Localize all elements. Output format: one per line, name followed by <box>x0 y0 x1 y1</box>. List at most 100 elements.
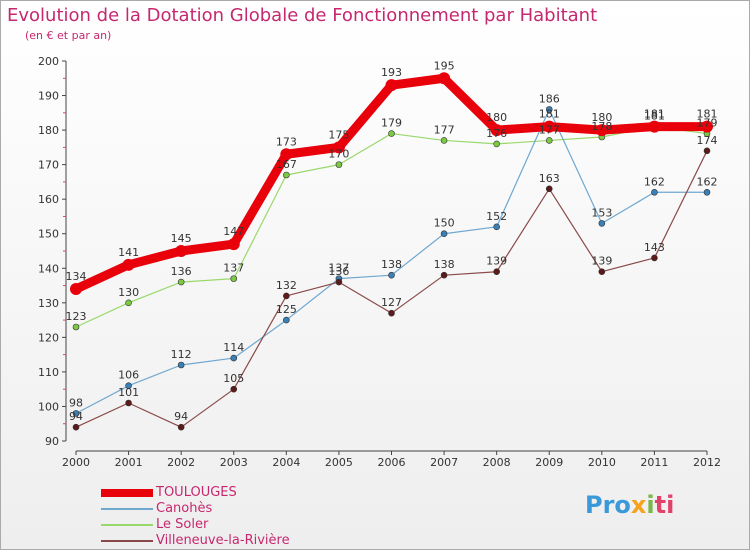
data-point <box>545 106 553 113</box>
y-tick-label: 110 <box>38 366 59 379</box>
legend-item-canohes: Canohès <box>101 501 290 517</box>
x-tick-label: 2002 <box>167 456 195 469</box>
data-point <box>230 354 238 362</box>
data-point <box>283 171 290 179</box>
x-tick-label: 2005 <box>325 456 353 469</box>
data-label: 98 <box>69 396 83 409</box>
chart-subtitle: (en € et par an) <box>25 29 112 42</box>
x-tick-label: 2012 <box>693 456 721 469</box>
y-tick-label: 100 <box>38 400 59 413</box>
y-tick-label: 190 <box>38 90 59 103</box>
x-tick-label: 2007 <box>430 456 458 469</box>
data-label: 105 <box>223 372 244 385</box>
data-point <box>122 258 135 271</box>
data-point <box>332 141 345 154</box>
data-label: 181 <box>539 108 560 121</box>
data-point <box>72 423 80 431</box>
data-label: 181 <box>697 108 718 121</box>
y-tick-label: 90 <box>45 435 59 448</box>
data-label: 153 <box>591 206 612 219</box>
data-point <box>545 137 553 144</box>
data-label: 94 <box>69 410 83 423</box>
data-point <box>543 120 556 133</box>
data-point <box>230 275 238 282</box>
data-label: 179 <box>697 117 718 130</box>
y-tick-label: 180 <box>38 124 59 137</box>
data-label: 136 <box>171 265 192 278</box>
x-tick-label: 2004 <box>272 456 300 469</box>
data-point <box>70 283 82 295</box>
y-tick-label: 160 <box>38 193 59 206</box>
data-label: 150 <box>434 217 455 230</box>
data-point <box>493 268 500 276</box>
data-point <box>440 137 448 144</box>
y-tick-label: 140 <box>38 262 59 275</box>
data-label: 112 <box>171 348 192 361</box>
data-point <box>385 79 398 92</box>
data-label: 175 <box>328 128 349 141</box>
data-label: 94 <box>174 410 188 423</box>
data-point <box>438 72 451 85</box>
legend-item-villeneuve: Villeneuve-la-Rivière <box>101 533 290 549</box>
data-label: 181 <box>644 108 665 121</box>
data-label: 123 <box>66 310 87 323</box>
data-point <box>493 223 500 231</box>
data-label: 162 <box>644 175 665 188</box>
data-point <box>175 245 188 257</box>
data-point <box>72 410 80 417</box>
data-label: 177 <box>434 123 455 136</box>
data-label: 195 <box>434 59 455 72</box>
data-point <box>440 230 448 238</box>
data-point <box>703 188 711 196</box>
data-label: 138 <box>434 258 455 271</box>
data-label: 167 <box>276 158 297 171</box>
legend-swatch-le-soler <box>101 524 153 526</box>
data-label: 176 <box>486 127 507 140</box>
data-point <box>125 399 132 407</box>
data-point <box>125 382 132 390</box>
x-tick-label: 2010 <box>588 456 616 469</box>
data-label: 139 <box>591 255 612 268</box>
y-tick-label: 170 <box>38 159 59 172</box>
data-label: 174 <box>697 134 718 147</box>
y-tick-label: 200 <box>38 55 59 68</box>
x-tick-label: 2011 <box>640 456 668 469</box>
data-point <box>335 278 343 286</box>
proxiti-logo: Proxiti <box>585 491 675 519</box>
x-tick-label: 2006 <box>378 456 406 469</box>
data-point <box>490 124 503 137</box>
data-point <box>595 124 608 137</box>
legend-label-le-soler: Le Soler <box>156 517 209 532</box>
data-label: 134 <box>66 270 87 283</box>
data-label: 163 <box>539 172 560 185</box>
data-label: 143 <box>644 241 665 254</box>
data-label: 101 <box>118 386 139 399</box>
data-label: 147 <box>223 225 244 238</box>
data-point <box>72 323 80 331</box>
data-label: 139 <box>486 255 507 268</box>
data-label: 162 <box>697 175 718 188</box>
data-label: 179 <box>381 117 402 130</box>
data-point <box>598 268 606 276</box>
legend-label-canohes: Canohès <box>156 501 213 516</box>
data-point <box>651 188 658 196</box>
data-point <box>335 161 343 168</box>
data-point <box>598 220 606 227</box>
data-label: 180 <box>486 111 507 124</box>
data-label: 127 <box>381 296 402 309</box>
data-label: 173 <box>276 135 297 148</box>
data-label: 106 <box>118 369 139 382</box>
legend-label-toulouges: TOULOUGES <box>156 485 237 500</box>
data-label: 180 <box>591 111 612 124</box>
legend-swatch-villeneuve <box>101 540 153 542</box>
data-label: 145 <box>171 232 192 245</box>
data-point <box>545 185 553 193</box>
y-tick-label: 120 <box>38 331 59 344</box>
data-point <box>177 278 185 286</box>
x-tick-label: 2008 <box>483 456 511 469</box>
chart-title: Evolution de la Dotation Globale de Fonc… <box>7 5 598 26</box>
x-tick-label: 2000 <box>62 456 90 469</box>
legend: TOULOUGES Canohès Le Soler Villeneuve-la… <box>101 485 290 549</box>
series-lines <box>70 72 713 431</box>
